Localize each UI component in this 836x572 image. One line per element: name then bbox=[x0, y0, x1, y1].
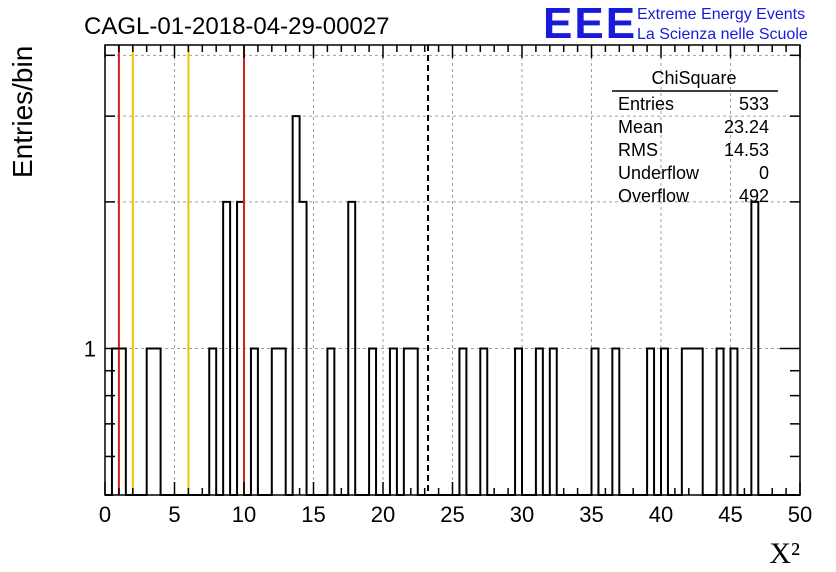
x-tick-label: 30 bbox=[510, 502, 534, 527]
logo-line-1: Extreme Energy Events bbox=[637, 6, 805, 23]
marker-lines bbox=[117, 45, 430, 495]
histogram-bin bbox=[459, 348, 466, 495]
histogram-bin bbox=[647, 348, 654, 495]
x-tick-label: 0 bbox=[99, 502, 111, 527]
y-axis-label: Entries/bin bbox=[7, 46, 38, 178]
stats-value: 14.53 bbox=[724, 140, 769, 160]
x-tick-label: 45 bbox=[718, 502, 742, 527]
stats-value: 0 bbox=[759, 163, 769, 183]
y-tick-label: 1 bbox=[84, 336, 96, 361]
stats-label: RMS bbox=[618, 140, 658, 160]
histogram-bin bbox=[592, 348, 599, 495]
histogram-bin bbox=[717, 348, 724, 495]
x-axis-label: X² bbox=[769, 537, 800, 570]
stats-value: 23.24 bbox=[724, 117, 769, 137]
x-tick-label: 40 bbox=[649, 502, 673, 527]
x-tick-label: 50 bbox=[788, 502, 812, 527]
histogram-bin bbox=[272, 348, 279, 495]
x-tick-label: 20 bbox=[371, 502, 395, 527]
x-tick-label: 35 bbox=[579, 502, 603, 527]
chart-title: CAGL-01-2018-04-29-00027 bbox=[84, 13, 390, 40]
stats-box: ChiSquare Entries 533 Mean 23.24 RMS 14.53 Und… bbox=[612, 68, 778, 206]
histogram-bin bbox=[327, 348, 334, 495]
stats-title: ChiSquare bbox=[651, 68, 736, 88]
histogram-bin bbox=[550, 348, 557, 495]
histogram-bin bbox=[369, 348, 376, 495]
histogram-bin bbox=[390, 348, 397, 495]
axis-tick-labels: 0 5 10 15 20 25 30 35 40 45 50 1 bbox=[84, 336, 812, 527]
stats-value: 492 bbox=[739, 186, 769, 206]
histogram-bin bbox=[251, 348, 258, 495]
grid bbox=[105, 45, 800, 495]
histogram-bin bbox=[154, 348, 161, 495]
histogram-bin bbox=[682, 348, 689, 495]
stats-label: Entries bbox=[618, 94, 674, 114]
histogram-bin bbox=[689, 348, 696, 495]
stats-value: 533 bbox=[739, 94, 769, 114]
x-tick-label: 15 bbox=[301, 502, 325, 527]
histogram-bin bbox=[404, 348, 411, 495]
x-tick-label: 25 bbox=[440, 502, 464, 527]
histogram-bin bbox=[731, 348, 738, 495]
stats-label: Underflow bbox=[618, 163, 700, 183]
logo-mark: EEE bbox=[543, 0, 637, 48]
histogram-bin bbox=[293, 116, 300, 495]
eee-logo: EEE Extreme Energy Events La Scienza nel… bbox=[543, 0, 808, 48]
histogram-bin bbox=[612, 348, 619, 495]
stats-label: Mean bbox=[618, 117, 663, 137]
axis-ticks bbox=[104, 45, 801, 495]
histogram-bin bbox=[515, 348, 522, 495]
histogram-bin bbox=[209, 348, 216, 495]
histogram-bin bbox=[480, 348, 487, 495]
histogram-bin bbox=[119, 348, 126, 495]
histogram-bin bbox=[147, 348, 154, 495]
x-tick-label: 10 bbox=[232, 502, 256, 527]
logo-line-2: La Scienza nelle Scuole bbox=[637, 26, 808, 43]
stats-label: Overflow bbox=[618, 186, 690, 206]
histogram-bin bbox=[661, 348, 668, 495]
x-tick-label: 5 bbox=[168, 502, 180, 527]
histogram-bin bbox=[411, 348, 418, 495]
histogram-bin bbox=[279, 348, 286, 495]
histogram-bin bbox=[536, 348, 543, 495]
histogram-bin bbox=[696, 348, 703, 495]
